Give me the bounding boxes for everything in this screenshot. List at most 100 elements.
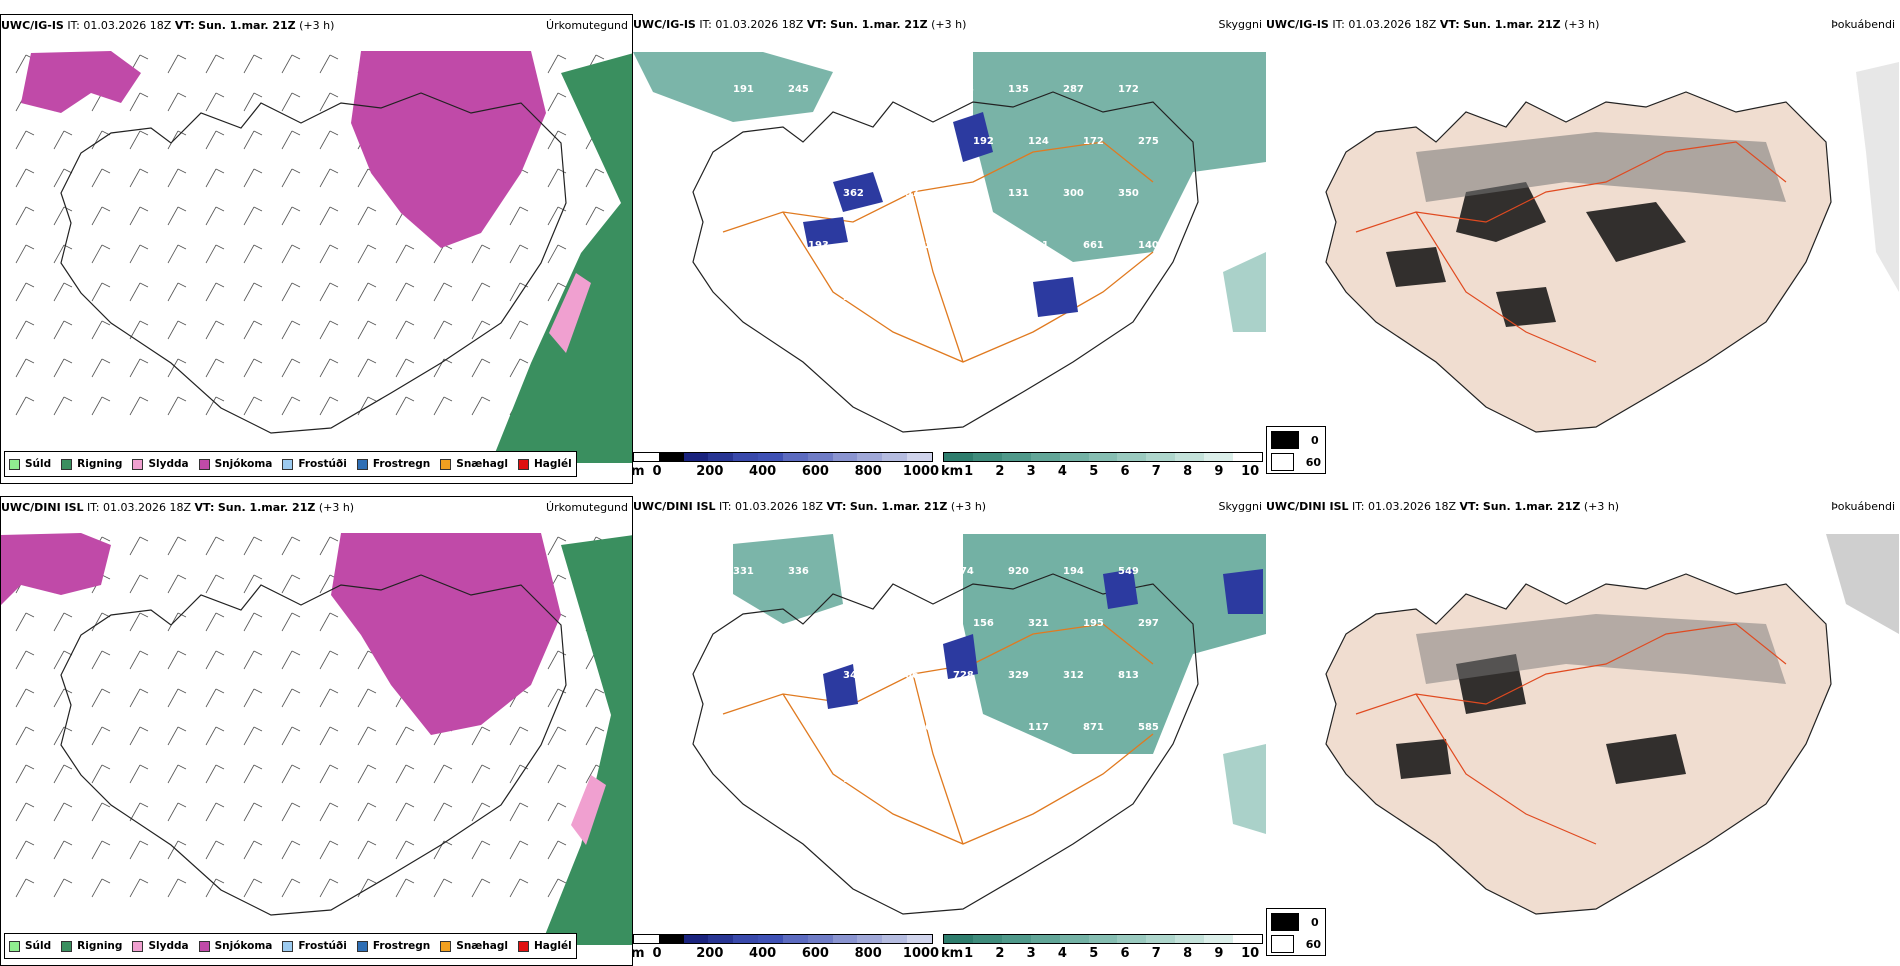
- visibility-panel-row1: UWC/IG-IS IT: 01.03.2026 18Z VT: Sun. 1.…: [633, 14, 1266, 484]
- wind-barb: [129, 358, 141, 378]
- wind-barb-flag: [63, 206, 73, 212]
- wind-barb-flag: [329, 244, 339, 250]
- wind-barb-flag: [595, 206, 605, 212]
- wind-barb: [91, 688, 103, 708]
- wind-barb-flag: [177, 320, 187, 326]
- legend-swatch: [356, 458, 368, 470]
- wind-barb: [509, 840, 521, 860]
- visibility-swatch: [944, 935, 973, 943]
- wind-barb: [319, 574, 331, 594]
- wind-barb: [281, 168, 293, 188]
- wind-barb-flag: [291, 244, 301, 250]
- wind-barb-flag: [291, 726, 301, 732]
- wind-barb: [205, 764, 217, 784]
- legend-label: Snæhagl: [456, 940, 508, 952]
- legend-item: Rigning: [61, 458, 122, 470]
- wind-barb: [15, 130, 27, 150]
- panel-title: Þokuábendi: [1831, 18, 1895, 31]
- wind-barb-flag: [25, 358, 35, 364]
- wind-barb: [167, 726, 179, 746]
- wind-barb-flag: [177, 612, 187, 618]
- wind-barb-flag: [215, 130, 225, 136]
- wind-barb-flag: [557, 878, 567, 884]
- wind-barb: [319, 244, 331, 264]
- wind-barb: [53, 726, 65, 746]
- fog-legend-swatch: [1271, 453, 1294, 471]
- wind-barb: [509, 206, 521, 226]
- wind-barb-flag: [101, 244, 111, 250]
- wind-barb: [129, 536, 141, 556]
- wind-barb-flag: [101, 282, 111, 288]
- wind-barb: [395, 358, 407, 378]
- visibility-swatch: [1204, 935, 1234, 943]
- legend-swatch: [517, 458, 529, 470]
- wind-barb: [205, 802, 217, 822]
- cloudbase-value: 287: [1063, 84, 1084, 95]
- wind-barb: [15, 612, 27, 632]
- wind-barb: [509, 878, 521, 898]
- wind-barb: [53, 764, 65, 784]
- wind-barb-flag: [329, 206, 339, 212]
- wind-barb-flag: [481, 282, 491, 288]
- wind-barb-flag: [215, 358, 225, 364]
- cloudbase-swatches: [633, 934, 933, 944]
- wind-barb-flag: [329, 840, 339, 846]
- wind-barb: [243, 612, 255, 632]
- wind-barb: [471, 840, 483, 860]
- panel-header: UWC/IG-IS IT: 01.03.2026 18Z VT: Sun. 1.…: [633, 18, 967, 31]
- wind-barb-flag: [291, 130, 301, 136]
- visibility-label: 10: [1241, 464, 1260, 479]
- wind-barb: [395, 726, 407, 746]
- cloudbase-value: 195: [1083, 618, 1104, 629]
- wind-barb-flag: [329, 320, 339, 326]
- legend-label: Frostregn: [372, 458, 431, 470]
- wind-barb: [395, 878, 407, 898]
- wind-barb: [91, 396, 103, 416]
- wind-barb: [281, 726, 293, 746]
- visibility-label: 5: [1089, 464, 1099, 479]
- panel-title: Úrkomutegund: [546, 501, 628, 514]
- wind-barb-flag: [557, 54, 567, 60]
- wind-barb: [281, 878, 293, 898]
- wind-barb: [53, 650, 65, 670]
- wind-barb: [509, 282, 521, 302]
- wind-barb: [547, 536, 559, 556]
- cloudbase-value: 172: [1118, 84, 1139, 95]
- wind-barb-flag: [215, 54, 225, 60]
- visibility-label: 2: [995, 464, 1005, 479]
- visibility-swatch: [1117, 935, 1147, 943]
- wind-barb-flag: [557, 130, 567, 136]
- panel-header: UWC/IG-IS IT: 01.03.2026 18Z VT: Sun. 1.…: [1, 19, 335, 32]
- fog-legend-item: 0: [1267, 909, 1325, 931]
- cloudbase-value: 238: [733, 188, 754, 199]
- wind-barb: [205, 244, 217, 264]
- wind-barb: [91, 650, 103, 670]
- cloudbase-value: 585: [1138, 722, 1159, 733]
- visibility-swatch: [1001, 453, 1031, 461]
- cloudbase-value: 231: [733, 670, 754, 681]
- wind-barb-flag: [253, 878, 263, 884]
- wind-barb: [357, 688, 369, 708]
- fog-area-northeast: [963, 534, 1266, 754]
- legend-item: Rigning: [61, 940, 122, 952]
- panel-header: UWC/DINI ISL IT: 01.03.2026 18Z VT: Sun.…: [633, 500, 987, 513]
- wind-barb: [281, 130, 293, 150]
- cloudbase-swatch: [782, 453, 808, 461]
- wind-barb-flag: [101, 358, 111, 364]
- visibility-label: 3: [1026, 464, 1036, 479]
- wind-barb-flag: [557, 650, 567, 656]
- wind-barb: [91, 244, 103, 264]
- wind-barb-flag: [291, 650, 301, 656]
- wind-barb: [129, 612, 141, 632]
- legend-item: Slydda: [132, 940, 189, 952]
- wind-barb: [471, 320, 483, 340]
- cloudbase-value: 156: [918, 618, 939, 629]
- wind-barb: [53, 358, 65, 378]
- wind-barb: [281, 840, 293, 860]
- wind-barb: [91, 726, 103, 746]
- panel-title: Skyggni: [1218, 500, 1262, 513]
- wind-barb: [129, 320, 141, 340]
- wind-barb: [547, 130, 559, 150]
- wind-barb-flag: [291, 168, 301, 174]
- cloudbase-value: 168: [918, 722, 939, 733]
